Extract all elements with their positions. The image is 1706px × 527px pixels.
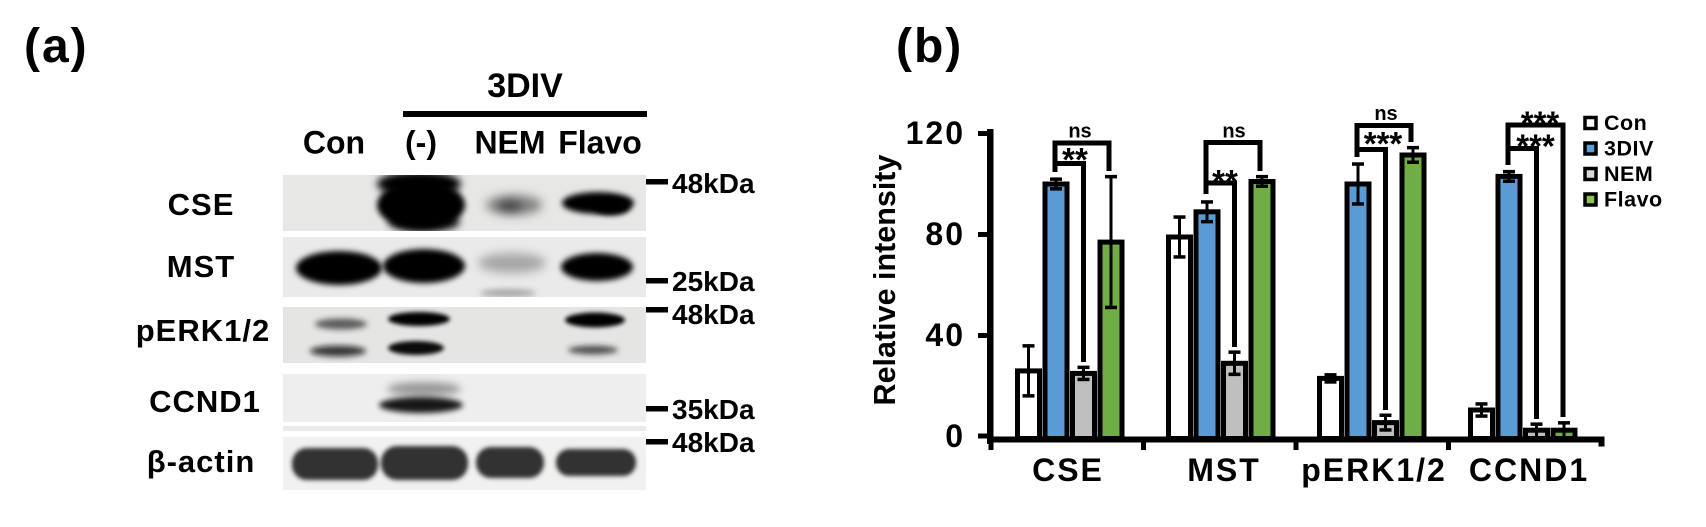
svg-text:NEM: NEM [1604, 162, 1653, 186]
svg-text:pERK1/2: pERK1/2 [1301, 452, 1447, 488]
svg-text:Flavo: Flavo [558, 125, 642, 161]
svg-text:CSE: CSE [168, 187, 235, 222]
svg-text:ns: ns [1222, 121, 1245, 143]
svg-text:(a): (a) [24, 20, 89, 73]
svg-text:Relative intensity: Relative intensity [868, 155, 902, 406]
svg-text:ns: ns [1068, 121, 1091, 143]
svg-text:35kDa: 35kDa [672, 394, 755, 425]
svg-text:CCND1: CCND1 [1469, 452, 1589, 488]
svg-text:MST: MST [1187, 452, 1261, 488]
svg-text:80: 80 [925, 216, 965, 252]
svg-text:0: 0 [945, 418, 965, 454]
svg-text:***: *** [1521, 105, 1560, 142]
svg-text:(-): (-) [405, 125, 437, 161]
svg-text:(b): (b) [896, 20, 963, 73]
svg-text:***: *** [1516, 128, 1555, 165]
svg-text:CSE: CSE [1032, 452, 1104, 488]
svg-text:40: 40 [925, 317, 965, 353]
svg-text:pERK1/2: pERK1/2 [136, 313, 270, 348]
svg-text:NEM: NEM [474, 125, 545, 161]
svg-text:Con: Con [1604, 111, 1647, 135]
svg-text:25kDa: 25kDa [672, 266, 755, 297]
svg-text:48kDa: 48kDa [672, 299, 755, 330]
svg-text:β-actin: β-actin [147, 444, 256, 479]
svg-text:Flavo: Flavo [1604, 188, 1663, 212]
svg-text:3DIV: 3DIV [487, 67, 563, 105]
svg-text:48kDa: 48kDa [672, 427, 755, 458]
svg-text:**: ** [1062, 141, 1088, 178]
svg-text:***: *** [1364, 125, 1403, 162]
svg-text:3DIV: 3DIV [1604, 137, 1654, 161]
svg-text:120: 120 [906, 115, 965, 151]
svg-text:48kDa: 48kDa [672, 168, 755, 199]
svg-text:**: ** [1212, 163, 1238, 200]
svg-text:MST: MST [167, 249, 235, 284]
svg-text:ns: ns [1374, 103, 1397, 125]
svg-text:Con: Con [303, 125, 365, 161]
svg-text:CCND1: CCND1 [149, 384, 261, 419]
